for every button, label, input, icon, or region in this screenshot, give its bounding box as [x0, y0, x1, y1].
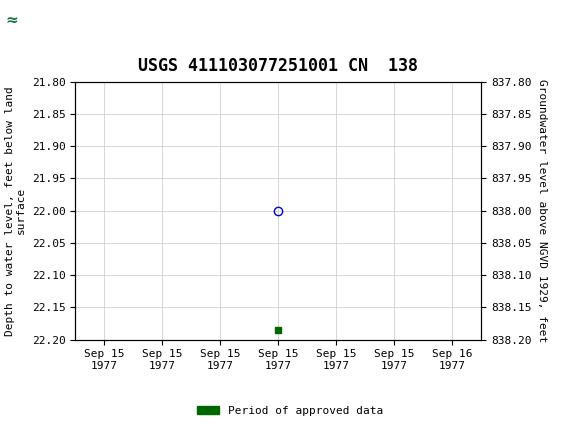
Title: USGS 411103077251001 CN  138: USGS 411103077251001 CN 138: [139, 57, 418, 74]
Y-axis label: Depth to water level, feet below land
surface: Depth to water level, feet below land su…: [5, 86, 26, 335]
Y-axis label: Groundwater level above NGVD 1929, feet: Groundwater level above NGVD 1929, feet: [537, 79, 547, 342]
Bar: [3, 3, 70, 37]
Text: ≈: ≈: [6, 13, 19, 28]
Legend: Period of approved data: Period of approved data: [193, 401, 387, 420]
Text: USGS: USGS: [20, 12, 75, 29]
